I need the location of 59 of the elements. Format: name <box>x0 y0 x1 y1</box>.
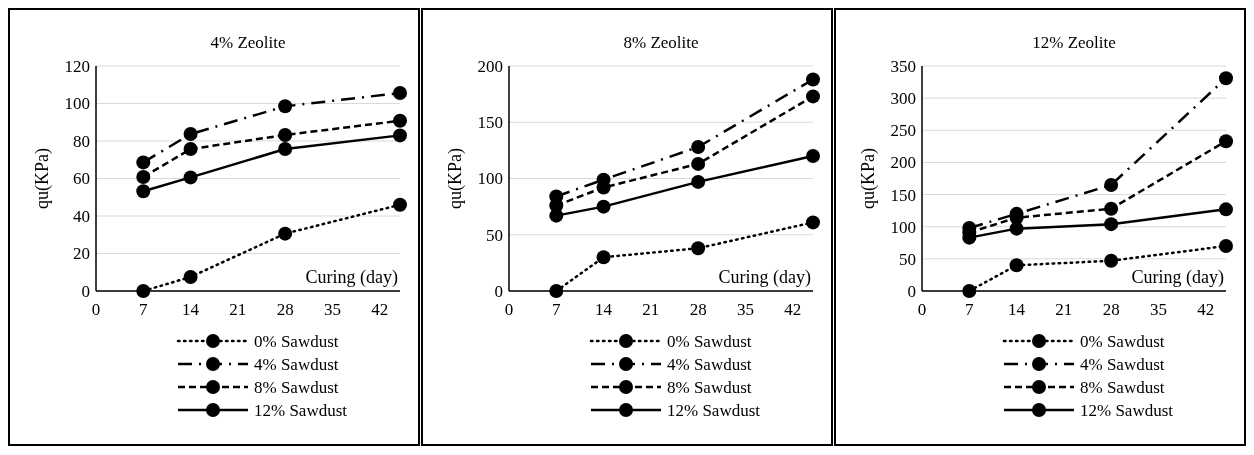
x-tick-label: 42 <box>784 300 802 319</box>
y-tick-label: 250 <box>890 121 916 141</box>
chart-title: 4% Zeolite <box>210 33 286 52</box>
legend-label: 4% Sawdust <box>667 354 752 374</box>
x-tick-label: 42 <box>1197 300 1215 319</box>
x-tick-label: 7 <box>139 300 149 319</box>
x-tick-label: 21 <box>1055 300 1073 319</box>
x-tick-label: 7 <box>965 300 975 319</box>
y-tick-label: 150 <box>477 113 503 133</box>
legend-label: 0% Sawdust <box>1080 331 1165 351</box>
y-tick-label: 200 <box>890 153 916 173</box>
y-tick-label: 150 <box>890 185 916 205</box>
y-tick-label: 0 <box>494 281 503 301</box>
x-tick-label: 14 <box>595 300 613 319</box>
x-tick-label: 35 <box>1149 300 1167 319</box>
y-tick-label: 100 <box>64 94 90 114</box>
legend-label: 12% Sawdust <box>667 400 761 420</box>
y-tick-label: 0 <box>81 281 90 301</box>
y-tick-label: 60 <box>73 169 90 189</box>
x-tick-label: 35 <box>323 300 341 319</box>
legend-label: 0% Sawdust <box>254 331 339 351</box>
x-tick-label: 21 <box>229 300 247 319</box>
x-tick-label: 28 <box>276 300 294 319</box>
legend-label: 0% Sawdust <box>667 331 752 351</box>
y-axis-title: qu(KPa) <box>445 148 466 209</box>
chart-title: 12% Zeolite <box>1032 33 1116 52</box>
x-tick-label: 14 <box>1008 300 1026 319</box>
y-tick-label: 120 <box>64 56 90 76</box>
legend-label: 8% Sawdust <box>254 377 339 397</box>
y-axis-title: qu(KPa) <box>858 148 879 209</box>
legend-label: 4% Sawdust <box>1080 354 1165 374</box>
x-tick-label: 14 <box>182 300 200 319</box>
x-tick-label: 35 <box>736 300 754 319</box>
x-axis-title: Curing (day) <box>718 267 811 288</box>
y-tick-label: 100 <box>477 169 503 189</box>
legend-label: 8% Sawdust <box>1080 377 1165 397</box>
y-tick-label: 40 <box>73 206 90 226</box>
y-tick-label: 0 <box>907 281 916 301</box>
y-tick-label: 20 <box>73 244 90 264</box>
y-tick-label: 50 <box>899 249 916 269</box>
x-tick-label: 28 <box>1102 300 1120 319</box>
legend-label: 4% Sawdust <box>254 354 339 374</box>
y-tick-label: 50 <box>486 225 503 245</box>
y-axis-title: qu(KPa) <box>32 148 53 209</box>
y-tick-label: 350 <box>890 56 916 76</box>
y-tick-label: 100 <box>890 217 916 237</box>
x-tick-label: 21 <box>642 300 660 319</box>
x-tick-label: 42 <box>371 300 389 319</box>
x-tick-label: 28 <box>689 300 707 319</box>
y-tick-label: 300 <box>890 89 916 109</box>
legend-label: 12% Sawdust <box>1080 400 1174 420</box>
y-tick-label: 80 <box>73 131 90 151</box>
legend-label: 8% Sawdust <box>667 377 752 397</box>
x-tick-label: 7 <box>552 300 562 319</box>
x-axis-title: Curing (day) <box>305 267 398 288</box>
y-tick-label: 200 <box>477 56 503 76</box>
chart-title: 8% Zeolite <box>623 33 699 52</box>
x-axis-title: Curing (day) <box>1131 267 1224 288</box>
legend-label: 12% Sawdust <box>254 400 348 420</box>
